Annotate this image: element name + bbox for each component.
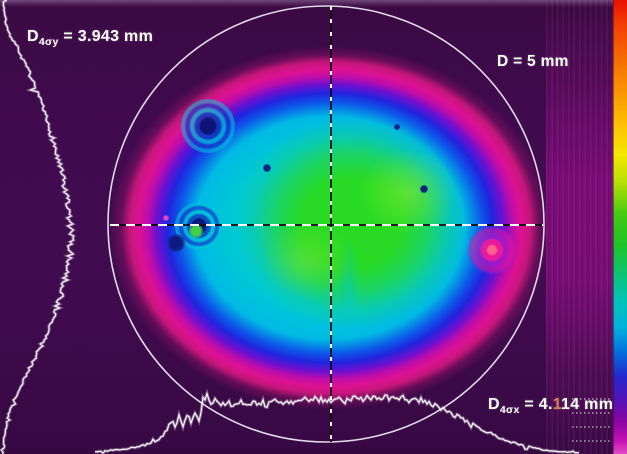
colorbar-tick-row bbox=[572, 398, 612, 400]
d4sigma-x-label: D4σx = 4.114 mm bbox=[488, 396, 613, 416]
d4sigma-x-value-1: = 4. bbox=[519, 396, 553, 413]
colorbar bbox=[613, 0, 627, 454]
aperture-diameter-label: D = 5 mm bbox=[497, 53, 569, 70]
artifact-dot-dark bbox=[394, 124, 400, 130]
d4sigma-y-label: D4σy = 3.943 mm bbox=[27, 28, 153, 48]
d4sigma-y-value: = 3.943 mm bbox=[58, 28, 154, 45]
reference-circle bbox=[107, 5, 545, 443]
d4sigma-y-symbol: D bbox=[27, 28, 39, 45]
y-intensity-profile-glow bbox=[0, 0, 77, 454]
artifact-ring-bright bbox=[468, 226, 516, 274]
artifact-dot-pink bbox=[163, 215, 169, 221]
d4sigma-x-symbol: D bbox=[488, 396, 500, 413]
d4sigma-x-value-2: 14 mm bbox=[561, 396, 614, 413]
background-top-strip bbox=[0, 0, 627, 7]
d4sigma-x-subscript: 4σx bbox=[499, 404, 520, 417]
artifact-dot-dark bbox=[263, 164, 271, 172]
colorbar-tick-row bbox=[572, 440, 612, 442]
d4sigma-y-subscript: 4σy bbox=[38, 36, 59, 49]
artifact-ring-dark bbox=[175, 202, 223, 250]
colorbar-tick-row bbox=[572, 426, 612, 428]
artifact-dot-dark bbox=[167, 234, 185, 252]
artifact-dot-green bbox=[189, 224, 203, 238]
artifact-dot-dark bbox=[420, 185, 428, 193]
d4sigma-x-artifact-digit: 1 bbox=[552, 396, 562, 413]
y-intensity-profile bbox=[0, 0, 75, 454]
artifact-ring-dark bbox=[181, 99, 235, 153]
colorbar-tick-row bbox=[572, 412, 612, 414]
